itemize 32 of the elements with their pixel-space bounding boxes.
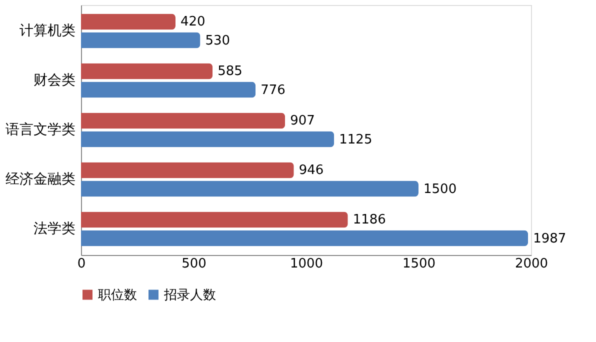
data-label: 1987 [533, 231, 566, 246]
y-tick-label: 法学类 [34, 221, 76, 238]
x-tick-label: 0 [77, 256, 86, 272]
bar [81, 212, 348, 228]
bar [81, 82, 256, 98]
bar [81, 162, 294, 178]
x-tick-label: 500 [182, 256, 206, 272]
bar [81, 32, 200, 48]
x-tick-label: 1500 [402, 256, 436, 272]
data-label: 776 [260, 82, 286, 98]
data-label: 420 [180, 14, 206, 30]
bar [81, 230, 528, 246]
bar [81, 112, 286, 129]
data-label: 1500 [424, 182, 457, 197]
y-tick-label: 财会类 [34, 72, 76, 88]
x-tick-label: 1000 [290, 256, 324, 272]
bar [81, 63, 213, 80]
y-tick-label: 计算机类 [20, 22, 76, 39]
bar [81, 180, 418, 197]
data-label: 946 [298, 163, 324, 178]
bar [81, 131, 334, 148]
x-tick-label: 2000 [514, 256, 548, 272]
data-label: 1125 [339, 132, 372, 148]
data-label: 1186 [352, 212, 386, 228]
y-tick-label: 经济金融类 [6, 172, 76, 188]
data-label: 907 [290, 114, 315, 129]
bar [81, 14, 176, 30]
legend-label: 职位数 [98, 288, 137, 303]
data-label: 585 [218, 64, 242, 80]
legend-label: 招录人数 [163, 288, 216, 303]
data-label: 530 [205, 33, 230, 48]
y-tick-label: 语言文学类 [6, 122, 76, 138]
